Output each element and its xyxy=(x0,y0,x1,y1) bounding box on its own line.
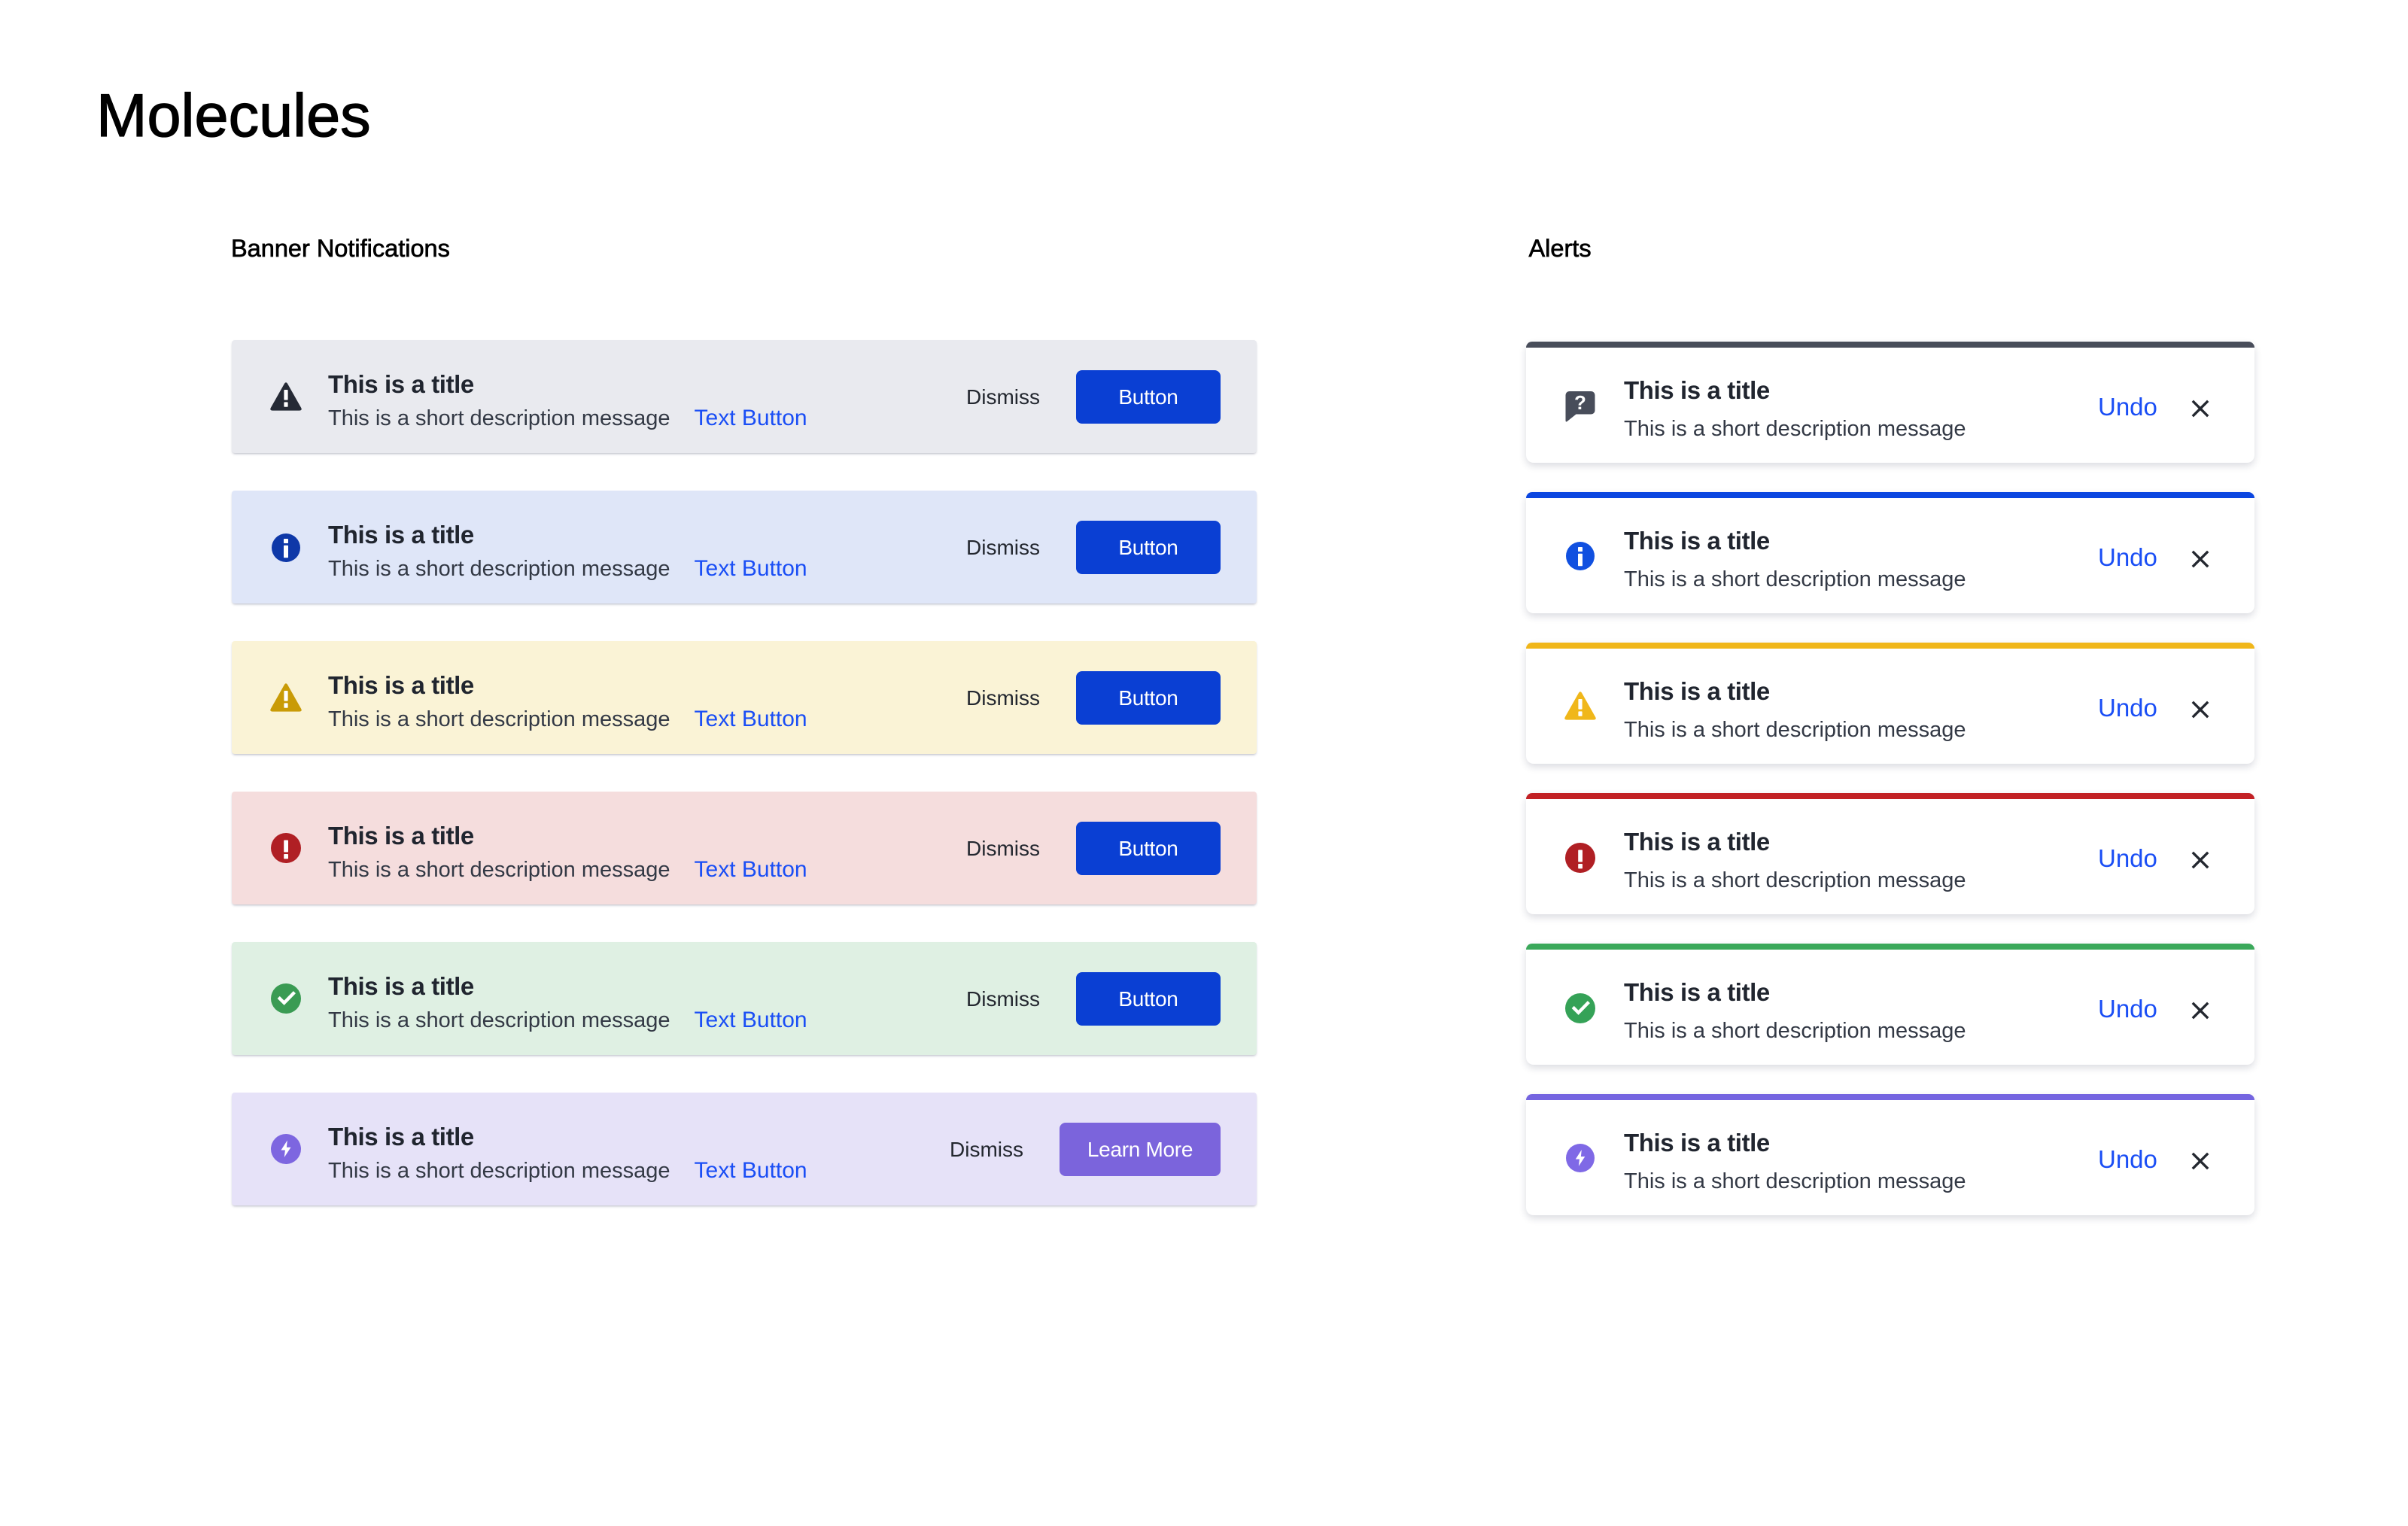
svg-text:?: ? xyxy=(1574,391,1586,414)
